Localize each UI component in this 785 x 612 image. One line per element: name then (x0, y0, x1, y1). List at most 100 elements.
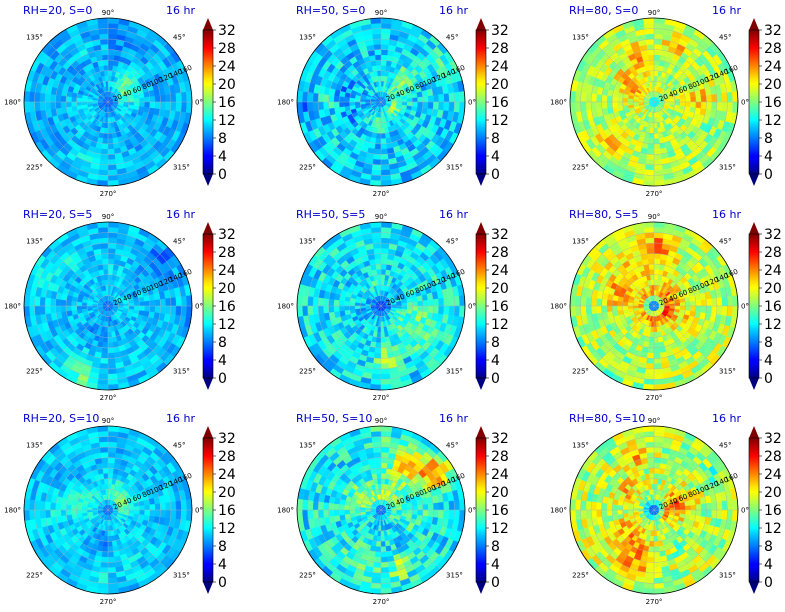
heatmap-cell (380, 75, 385, 82)
panel-time-label: 16 hr (439, 4, 468, 17)
heatmap-cell (107, 352, 116, 359)
heatmap-cell (648, 59, 655, 66)
colorbar-tick-label: 24 (764, 59, 782, 75)
heatmap-cell (606, 305, 613, 313)
heatmap-cell (133, 305, 140, 311)
heatmap-cell (646, 253, 655, 260)
heatmap-cell (380, 352, 389, 359)
angular-tick-label: 180° (550, 99, 567, 107)
heatmap-cell (432, 94, 439, 103)
heatmap-cell (50, 94, 57, 103)
heatmap-cell (617, 301, 623, 307)
heatmap-cells (23, 17, 193, 187)
heatmap-cell (65, 96, 72, 103)
heatmap-cell (648, 342, 655, 349)
heatmap-cell (653, 248, 662, 255)
panel-title: RH=50, S=0 (296, 4, 365, 17)
angular-tick-label: 135° (26, 237, 43, 245)
heatmap-cell (690, 305, 697, 312)
angular-tick-label: 270° (373, 190, 390, 198)
heatmap-cell (98, 237, 109, 244)
heatmap-cell (107, 279, 112, 286)
heatmap-cell (170, 92, 177, 103)
heatmap-cell (107, 148, 116, 155)
heatmap-cell (401, 305, 408, 310)
heatmap-cell (55, 298, 62, 307)
heatmap-cell (377, 122, 382, 129)
heatmap-cell (606, 95, 613, 103)
heatmap-cell (585, 101, 592, 112)
angular-tick-label: 315° (173, 164, 190, 172)
heatmap-cell (98, 232, 109, 239)
heatmap-cell (622, 301, 629, 307)
heatmap-cell (448, 101, 455, 112)
heatmap-cell (716, 296, 723, 307)
heatmap-cell (721, 296, 728, 307)
heatmap-cell (653, 378, 665, 385)
heatmap-cell (159, 298, 166, 307)
colorbar-tick-label: 4 (218, 149, 227, 165)
heatmap-cell (406, 101, 413, 107)
heatmap-cell (427, 94, 434, 103)
heatmap-cell (645, 363, 655, 370)
heatmap-cell (422, 299, 429, 307)
heatmap-cell (81, 302, 88, 307)
angular-tick-label: 225° (26, 164, 43, 172)
heatmap-cell (371, 237, 382, 244)
heatmap-cell (170, 101, 177, 112)
colorbar-tick-label: 8 (218, 335, 227, 351)
heatmap-cell (373, 148, 382, 155)
heatmap-cell (154, 94, 161, 103)
heatmap-cell (312, 101, 319, 112)
angular-tick-label: 315° (173, 368, 190, 376)
angular-tick-label: 225° (299, 368, 316, 376)
heatmap-cell (585, 92, 592, 103)
angular-tick-label: 45° (719, 33, 731, 41)
heatmap-cell (60, 101, 67, 109)
heatmap-cell (107, 378, 119, 385)
heatmap-cell (107, 258, 115, 265)
heatmap-cell (653, 44, 662, 51)
heatmap-cell (71, 97, 77, 103)
angular-tick-label: 90° (375, 213, 387, 221)
heatmap-cell (443, 92, 450, 103)
heatmap-cell (432, 305, 439, 314)
heatmap-cell (580, 92, 587, 103)
heatmap-cell (154, 298, 161, 307)
heatmap-cell (653, 242, 663, 249)
colorbar-tick-label: 8 (764, 131, 773, 147)
heatmap-cell (438, 93, 445, 103)
heatmap-cell (596, 94, 603, 103)
heatmap-cell (307, 101, 314, 112)
heatmap-cell (97, 378, 109, 385)
heatmap-cell (100, 352, 109, 359)
heatmap-cell (373, 253, 382, 260)
heatmap-cell (99, 159, 109, 166)
heatmap-cell (645, 38, 655, 45)
colorbar-tick-label: 28 (218, 41, 236, 57)
heatmap-cell (374, 143, 382, 150)
colorbar-extend-max (476, 222, 486, 234)
heatmap-cell (695, 299, 702, 307)
heatmap-cell (354, 302, 361, 307)
heatmap-cell (380, 23, 392, 30)
heatmap-cell (107, 368, 118, 375)
heatmap-cell (585, 305, 592, 316)
heatmap-cell (81, 98, 88, 103)
heatmap-cell (55, 101, 62, 110)
heatmap-cell (711, 297, 718, 307)
heatmap-cell (371, 368, 382, 375)
colorbar-tick-label: 20 (491, 77, 509, 93)
angular-tick-label: 90° (648, 9, 660, 17)
heatmap-cell (104, 326, 109, 333)
heatmap-cell (643, 23, 655, 30)
heatmap-cell (373, 248, 382, 255)
heatmap-cell (580, 305, 587, 316)
angular-tick-label: 135° (299, 33, 316, 41)
heatmap-cell (307, 305, 314, 316)
heatmap-cell (44, 297, 51, 307)
heatmap-cell (721, 101, 728, 112)
colorbar-tick-label: 0 (764, 167, 773, 183)
heatmap-cell (653, 342, 660, 349)
